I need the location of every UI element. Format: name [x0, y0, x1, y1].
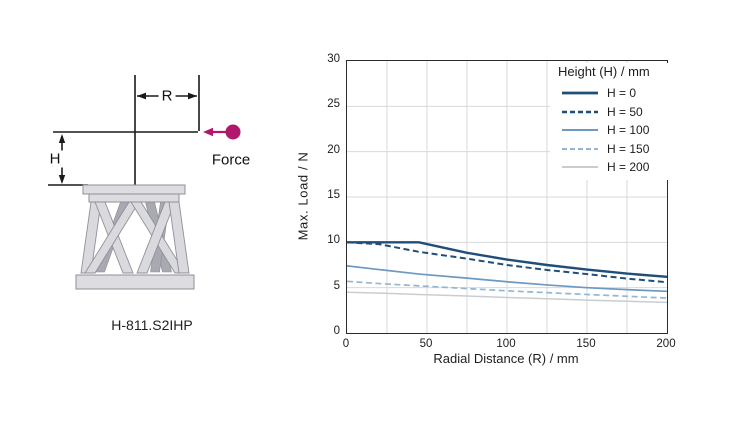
- series-line-h50: [347, 241, 667, 284]
- legend-line-sample: [562, 110, 598, 113]
- legend-entry: H = 150: [550, 140, 668, 159]
- legend-entry-label: H = 100: [607, 123, 650, 138]
- series-line-h200: [347, 291, 667, 304]
- legend-entry: H = 200: [550, 158, 668, 177]
- legend-line-sample: [562, 147, 598, 150]
- legend-line-sample: [562, 166, 598, 169]
- legend-entry: H = 50: [550, 103, 668, 122]
- force-arrow: [203, 124, 241, 140]
- series-line-h0: [347, 241, 667, 278]
- dimension-label-r: R: [158, 87, 176, 105]
- legend-entry: H = 0: [550, 84, 668, 103]
- y-tick-label: 0: [333, 325, 340, 337]
- x-tick-label: 50: [419, 338, 433, 350]
- model-label: H-811.S2IHP: [111, 317, 193, 333]
- y-tick-label: 30: [327, 53, 340, 65]
- dimension-arrowheads: [58, 92, 197, 184]
- x-tick-label: 150: [576, 338, 596, 350]
- legend-line-sample: [562, 91, 598, 95]
- legend-line-sample: [562, 129, 598, 132]
- legend-entry-label: H = 150: [607, 141, 650, 156]
- legend-entry: H = 100: [550, 121, 668, 140]
- hexapod-illustration: [48, 75, 241, 290]
- x-tick-label: 0: [342, 338, 350, 350]
- top-platform-lower: [88, 193, 180, 203]
- legend-entry-label: H = 50: [607, 104, 643, 119]
- y-tick-label: 10: [327, 234, 340, 247]
- y-tick-label: 25: [327, 98, 340, 111]
- dimension-lines: [48, 75, 200, 186]
- legend-entry-label: H = 0: [607, 86, 637, 101]
- chart-legend: Height (H) / mm H = 0 H = 50 H = 100 H = 15…: [550, 63, 668, 180]
- base-platform: [75, 274, 195, 290]
- legend-entry-label: H = 200: [607, 160, 650, 175]
- dimension-label-h: H: [46, 150, 64, 168]
- legend-title: Height (H) / mm: [558, 64, 650, 79]
- x-tick-label: 200: [656, 338, 676, 350]
- y-tick-label: 15: [327, 189, 340, 201]
- y-tick-label: 20: [327, 143, 340, 156]
- hexapod-platforms: [75, 184, 195, 290]
- series-line-h100: [347, 265, 667, 293]
- force-label: Force: [211, 151, 251, 169]
- x-tick-label: 100: [496, 338, 516, 350]
- hexapod-legs-front: [80, 201, 190, 274]
- y-tick-label: 5: [333, 279, 340, 292]
- force-ball: [225, 124, 241, 140]
- top-platform: [82, 184, 186, 195]
- series-line-h150: [347, 280, 667, 299]
- legend-entries: H = 0 H = 50 H = 100 H = 150 H = 200: [550, 84, 668, 177]
- x-axis-title: Radial Distance (R) / mm: [433, 351, 579, 366]
